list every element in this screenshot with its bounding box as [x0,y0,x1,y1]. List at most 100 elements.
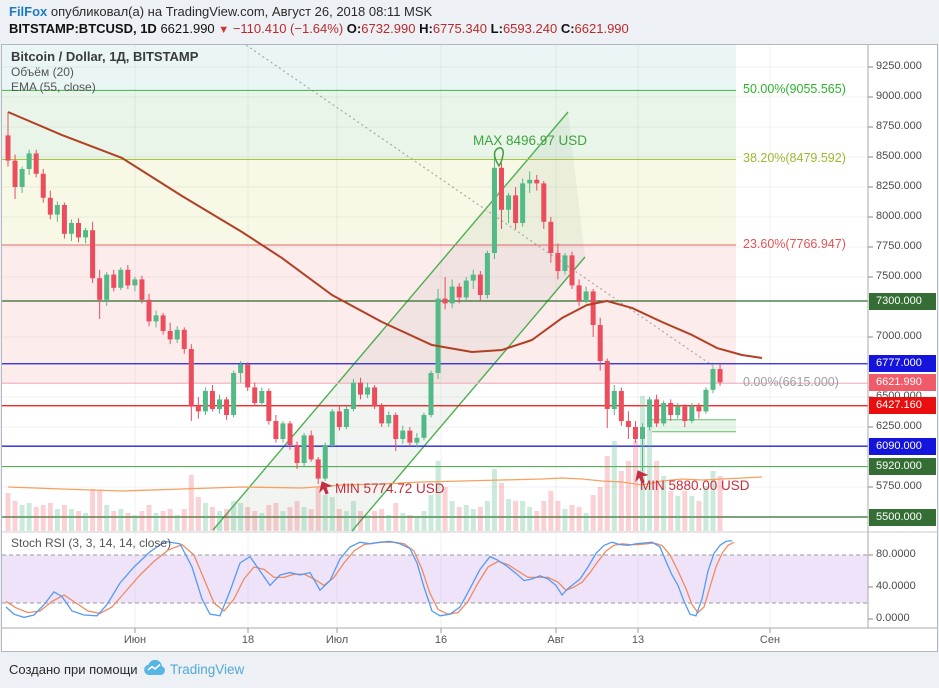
candle-body [252,387,258,403]
author-link[interactable]: FilFox [9,4,48,19]
candle-body [350,382,356,409]
candle-body [456,286,462,298]
down-arrow-icon: ▼ [218,24,230,36]
candle-body [111,274,117,288]
min-pointer-icon [319,481,333,495]
volume-bar [68,509,74,531]
chart-panel[interactable]: Bitcoin / Dollar, 1Д, BITSTAMP Объём (20… [1,44,938,652]
time-label[interactable]: Сен [759,634,781,646]
candle-body [139,279,145,300]
volume-bar [632,441,638,531]
volume-bar [273,503,279,531]
volume-bar [428,495,434,531]
candle-body [336,411,342,427]
volume-bar [245,507,251,531]
volume-bar [358,511,363,531]
legend-ema: EMA (55, close) [11,80,96,94]
candle-body [33,153,39,174]
fib-zone-band [2,159,736,245]
volume-bar [104,505,110,531]
volume-bar [372,511,378,531]
candle-body [499,167,504,210]
candle-body [717,369,723,383]
time-label[interactable]: Июн [123,634,147,646]
time-label[interactable]: 16 [434,634,448,646]
candle-body [224,399,230,415]
candle-body [583,291,589,301]
chart-canvas[interactable] [2,45,937,651]
price-tick-label: 9250.000 [876,60,922,72]
time-label[interactable]: Авг [547,634,565,646]
volume-bar [287,507,293,531]
volume-bar [541,501,547,531]
candle-body [703,389,709,412]
volume-bar [146,505,152,531]
candle-body [294,445,300,463]
time-label[interactable]: Июл [325,634,349,646]
fib-zone-band [2,90,736,160]
price-tick-label: 8250.000 [876,180,922,192]
candle-body [435,298,441,373]
volume-bar [717,476,723,531]
volume-bar [696,501,702,531]
volume-bar [322,495,328,531]
volume-bar [350,501,356,531]
open-label: O: [346,21,362,36]
volume-bar [195,497,201,531]
candle-body [534,179,540,184]
volume-bar [470,509,476,531]
price-badge: 5920.000 [869,458,936,476]
volume-bar [661,476,667,531]
volume-bar [548,491,554,531]
volume-bar [217,511,222,531]
candle-body [576,285,582,301]
candle-body [83,230,89,238]
candle-body [153,315,159,322]
candle-body [26,153,32,169]
volume-bar [252,511,258,531]
volume-bar [5,493,11,531]
price-tick-label: 8750.000 [876,120,922,132]
volume-bar [625,461,631,531]
candle-body [132,279,138,286]
tradingview-link[interactable]: TradingView [170,662,245,677]
volume-bar [315,487,321,531]
published-text: опубликовал(а) на TradingView.com, Авгус… [50,4,433,19]
candle-body [167,331,173,340]
volume-bar [435,461,441,531]
green-zone [652,419,736,432]
candle-body [386,415,392,424]
candle-body [470,274,476,281]
low-value: 6593.240 [502,21,558,36]
candle-body [548,221,554,253]
candle-body [54,205,60,215]
close-value: 6621.990 [574,21,629,36]
volume-bar [61,505,67,531]
fib-zone-band [2,45,736,91]
open-value: 6732.990 [361,21,416,36]
candle-body [259,391,265,403]
symbol-line: BITSTAMP:BTCUSD, 1D 6621.990 ▼ −110.410 … [9,21,629,36]
volume-bar [689,496,695,531]
candle-body [146,299,152,322]
volume-bar [343,511,349,531]
candle-body [689,406,695,421]
time-label[interactable]: 18 [241,634,255,646]
volume-bar [379,509,385,531]
candle-body [569,255,575,286]
time-label[interactable]: 13 [631,634,645,646]
candle-body [421,415,427,438]
volume-bar [477,507,483,531]
created-with-text: Создано при помощи [9,662,138,677]
candle-body [555,253,561,271]
candle-body [414,437,420,443]
candle-body [125,269,131,286]
candle-body [597,325,603,361]
tradingview-logo-icon[interactable] [143,659,166,681]
candle-body [160,315,166,331]
stoch-tick-label: 40.0000 [876,580,916,592]
candle-body [393,415,399,439]
candle-body [266,391,272,421]
candle-body [322,445,328,479]
